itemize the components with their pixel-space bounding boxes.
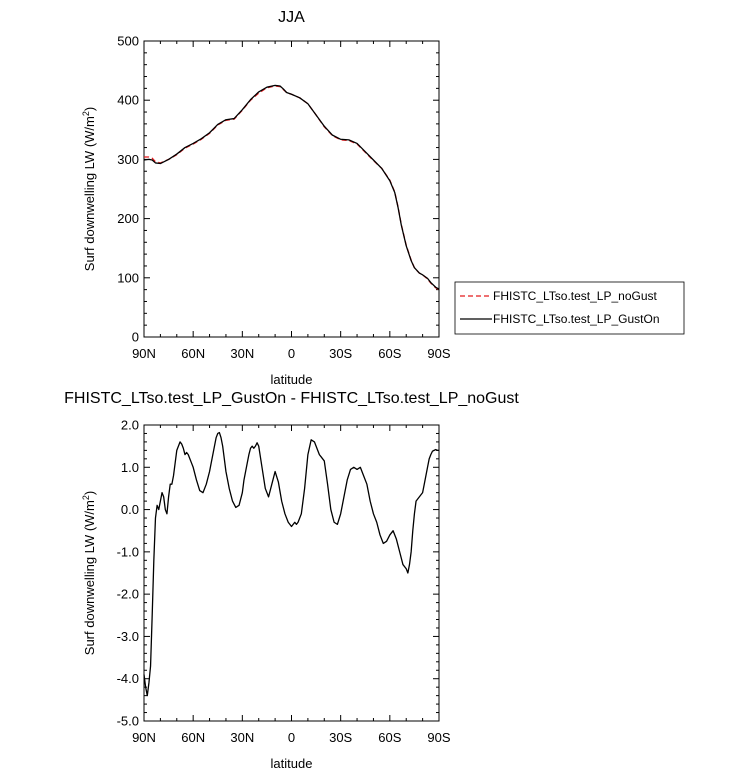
bottom-panel-x-tick-label: 90N: [132, 730, 156, 745]
top-panel-y-tick-label: 300: [117, 152, 139, 167]
bottom-panel-y-tick-label: 1.0: [121, 460, 139, 475]
top-panel-series-line-1: [143, 84, 440, 290]
top-panel-x-tick-label: 90S: [427, 346, 450, 361]
bottom-panel-series-line-0: [143, 431, 439, 697]
top-panel-x-axis-label: latitude: [271, 372, 313, 387]
bottom-panel-title: FHISTC_LTso.test_LP_GustOn - FHISTC_LTso…: [64, 390, 519, 407]
legend: FHISTC_LTso.test_LP_noGust FHISTC_LTso.t…: [454, 281, 685, 335]
bottom-panel-x-tick-label: 30S: [329, 730, 352, 745]
top-panel-y-tick-label: 200: [117, 211, 139, 226]
top-panel-title: JJA: [278, 9, 305, 26]
bottom-panel-x-tick-label: 60S: [378, 730, 401, 745]
legend-label-guston: FHISTC_LTso.test_LP_GustOn: [493, 312, 660, 326]
bottom-panel-x-tick-label: 30N: [230, 730, 254, 745]
bottom-panel-y-tick-label: -2.0: [117, 587, 139, 602]
top-panel-plot-frame: [143, 40, 440, 338]
top-panel: JJA 90N 60N 30N 0 30S 60S 90S0100200300400500 …: [81, 9, 685, 387]
legend-label-nogust: FHISTC_LTso.test_LP_noGust: [493, 289, 658, 303]
top-panel-x-tick-label: 90N: [132, 346, 156, 361]
top-panel-x-tick-label: 60N: [181, 346, 205, 361]
bottom-panel-x-axis-label: latitude: [271, 756, 313, 771]
top-panel-y-tick-label: 400: [117, 93, 139, 108]
bottom-panel-x-tick-label: 60N: [181, 730, 205, 745]
bottom-panel: FHISTC_LTso.test_LP_GustOn - FHISTC_LTso…: [64, 390, 519, 771]
bottom-panel-y-tick-label: 2.0: [121, 418, 139, 433]
top-panel-y-tick-label: 500: [117, 34, 139, 49]
top-panel-x-tick-label: 60S: [378, 346, 401, 361]
bottom-panel-y-tick-label: -1.0: [117, 544, 139, 559]
bottom-panel-y-tick-label: -5.0: [117, 714, 139, 729]
top-panel-x-tick-label: 30S: [329, 346, 352, 361]
bottom-panel-y-tick-label: -3.0: [117, 629, 139, 644]
bottom-panel-y-tick-label: 0.0: [121, 502, 139, 517]
top-panel-x-tick-label: 0: [288, 346, 295, 361]
bottom-panel-plot-frame: [143, 424, 440, 722]
bottom-panel-x-tick-label: 0: [288, 730, 295, 745]
bottom-panel-y-axis-label: Surf downwelling LW (W/m2): [81, 491, 97, 655]
bottom-panel-y-tick-label: -4.0: [117, 671, 139, 686]
top-panel-x-tick-label: 30N: [230, 346, 254, 361]
top-panel-y-tick-label: 100: [117, 270, 139, 285]
top-panel-y-tick-label: 0: [132, 330, 139, 345]
legend-box: [454, 281, 685, 335]
top-panel-y-axis-label: Surf downwelling LW (W/m2): [81, 107, 97, 271]
bottom-panel-x-tick-label: 90S: [427, 730, 450, 745]
top-panel-series-line-0: [144, 85, 440, 291]
